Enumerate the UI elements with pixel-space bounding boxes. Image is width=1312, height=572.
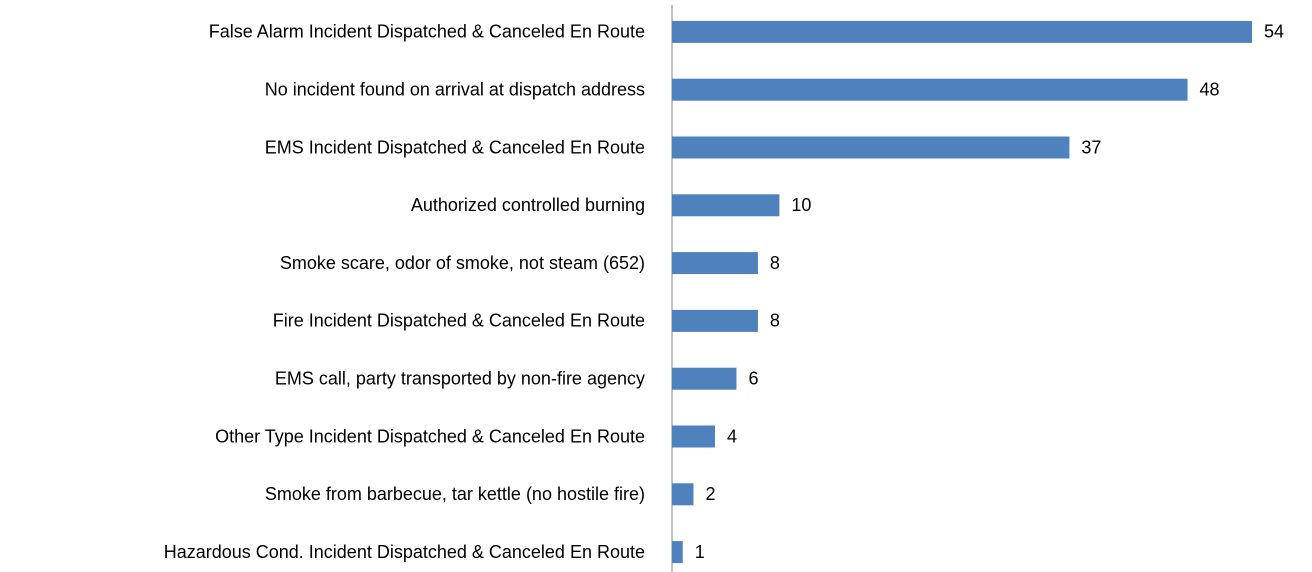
- value-label: 37: [1081, 137, 1101, 157]
- category-label: Fire Incident Dispatched & Canceled En R…: [273, 311, 645, 331]
- category-label: EMS Incident Dispatched & Canceled En Ro…: [265, 137, 645, 157]
- bar: [672, 194, 780, 217]
- bar: [672, 309, 758, 332]
- category-label: Authorized controlled burning: [411, 195, 645, 215]
- value-label: 1: [695, 542, 705, 562]
- value-label: 2: [705, 484, 715, 504]
- category-label: Hazardous Cond. Incident Dispatched & Ca…: [164, 542, 645, 562]
- bar: [672, 367, 737, 390]
- bar: [672, 20, 1252, 43]
- value-label: 10: [791, 195, 811, 215]
- category-label: Smoke scare, odor of smoke, not steam (6…: [280, 253, 645, 273]
- bar: [672, 252, 758, 275]
- value-label: 4: [727, 426, 737, 446]
- bar: [672, 483, 694, 506]
- bar: [672, 78, 1188, 101]
- bar: [672, 425, 715, 448]
- value-label: 6: [748, 368, 758, 388]
- value-label: 48: [1200, 79, 1220, 99]
- value-label: 8: [770, 253, 780, 273]
- value-label: 54: [1264, 22, 1284, 42]
- category-label: No incident found on arrival at dispatch…: [265, 79, 645, 99]
- category-label: Other Type Incident Dispatched & Cancele…: [215, 426, 645, 446]
- category-label: Smoke from barbecue, tar kettle (no host…: [265, 484, 645, 504]
- value-label: 8: [770, 311, 780, 331]
- category-label: False Alarm Incident Dispatched & Cancel…: [209, 22, 645, 42]
- bar: [672, 541, 683, 564]
- category-label: EMS call, party transported by non-fire …: [275, 368, 645, 388]
- bar: [672, 136, 1070, 159]
